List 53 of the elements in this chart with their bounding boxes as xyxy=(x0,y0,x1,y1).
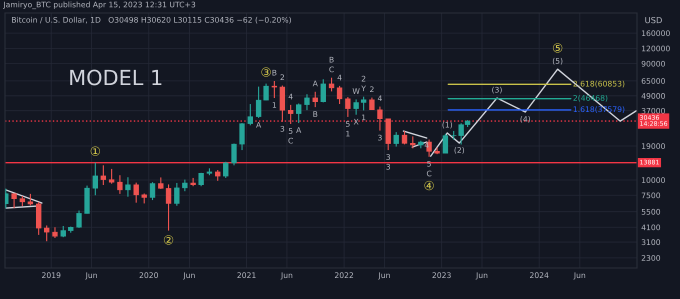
candlestick xyxy=(174,182,180,206)
annotation: ① xyxy=(90,146,100,156)
candlestick xyxy=(142,192,147,204)
candlestick xyxy=(239,122,245,151)
candlestick xyxy=(304,94,310,111)
candlestick xyxy=(223,161,228,178)
line-series xyxy=(430,68,637,157)
candlestick xyxy=(345,96,351,118)
candlestick xyxy=(158,176,164,190)
candlestick xyxy=(263,83,269,101)
candlestick xyxy=(231,143,237,166)
candlestick xyxy=(182,179,188,192)
candlestick xyxy=(369,97,375,110)
candlestick xyxy=(52,226,58,239)
candlestick xyxy=(125,176,131,198)
annotation: ② xyxy=(164,235,174,245)
candlestick xyxy=(288,104,294,125)
annotation: MODEL 1 xyxy=(70,70,162,86)
candlestick xyxy=(11,192,17,209)
candlestick xyxy=(117,174,123,194)
candlestick xyxy=(20,195,26,207)
annotation: ⑤ xyxy=(552,43,562,53)
candlestick xyxy=(76,210,82,228)
candlestick xyxy=(280,84,286,122)
candlestick xyxy=(256,86,262,118)
candlestick xyxy=(150,182,156,201)
candlestick xyxy=(296,102,302,124)
candlestick xyxy=(198,172,204,187)
candlestick xyxy=(353,98,359,116)
candlestick xyxy=(248,104,254,126)
candlestick xyxy=(108,168,114,184)
candlestick xyxy=(166,184,172,232)
candlestick xyxy=(60,225,66,238)
candlestick xyxy=(360,96,366,111)
candlestick xyxy=(92,162,98,196)
annotation: ④ xyxy=(424,180,434,190)
candlestick xyxy=(215,169,220,182)
candlestick xyxy=(312,91,318,108)
candlestick xyxy=(402,130,408,145)
candlestick xyxy=(272,80,278,99)
y-axis-title: USD xyxy=(645,16,662,24)
annotation: ③ xyxy=(261,67,271,77)
candlestick xyxy=(320,78,326,103)
candlestick xyxy=(336,85,342,105)
candlestick xyxy=(100,164,106,186)
candlestick xyxy=(394,132,399,148)
candlestick xyxy=(442,133,448,154)
candlestick xyxy=(377,106,383,132)
candlestick xyxy=(28,193,34,206)
candlestick xyxy=(134,182,139,204)
candlestick xyxy=(410,136,416,149)
candlestick xyxy=(44,224,50,242)
candlestick xyxy=(328,77,334,92)
